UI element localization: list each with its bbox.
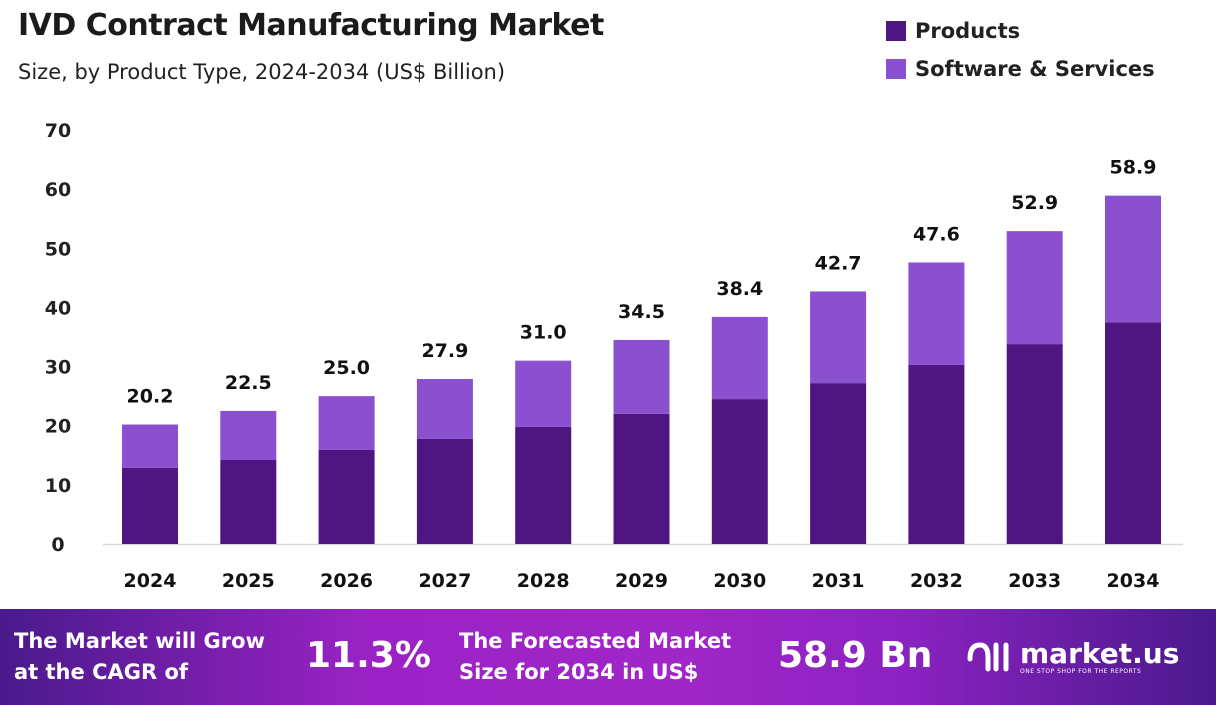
x-tick-label: 2029 — [615, 570, 668, 592]
cagr-label-line2: at the CAGR of — [14, 660, 189, 684]
x-tick-label: 2024 — [124, 570, 177, 592]
cagr-value: 11.3% — [306, 635, 431, 676]
x-tick-label: 2030 — [713, 570, 766, 592]
bar-products-2029 — [613, 413, 670, 544]
data-label-total: 58.9 — [1110, 157, 1157, 179]
bar-software-services-2029 — [613, 339, 670, 414]
logo-tagline: ONE STOP SHOP FOR THE REPORTS — [1020, 667, 1142, 675]
y-tick-label: 30 — [45, 357, 71, 379]
forecast-value: 58.9 Bn — [778, 635, 933, 676]
market-us-logo-icon — [967, 642, 1009, 672]
legend-item-products: Products — [886, 12, 1155, 50]
forecast-label: The Forecasted Market Size for 2034 in U… — [459, 626, 731, 688]
x-tick-label: 2025 — [222, 570, 275, 592]
market-us-logo: market.us ONE STOP SHOP FOR THE REPORTS — [966, 637, 1179, 677]
bar-software-services-2025 — [220, 410, 277, 461]
bar-software-services-2030 — [711, 316, 768, 400]
x-tick-label: 2034 — [1107, 570, 1160, 592]
forecast-label-line1: The Forecasted Market — [459, 629, 732, 653]
bar-software-services-2031 — [810, 291, 867, 384]
cagr-label-line1: The Market will Grow — [14, 629, 265, 653]
legend-item-software: Software & Services — [886, 50, 1155, 88]
legend-label: Software & Services — [915, 57, 1155, 81]
data-label-total: 38.4 — [716, 278, 763, 300]
bar-products-2031 — [810, 383, 867, 544]
data-label-total: 27.9 — [421, 340, 468, 362]
forecast-label-line2: Size for 2034 in US$ — [459, 660, 699, 684]
bar-software-services-2024 — [122, 424, 178, 468]
bar-products-2026 — [318, 449, 375, 544]
x-tick-label: 2028 — [517, 570, 570, 592]
cagr-label: The Market will Grow at the CAGR of — [14, 626, 265, 688]
bar-products-2028 — [515, 426, 572, 544]
bar-products-2032 — [908, 364, 965, 544]
y-tick-label: 60 — [45, 179, 71, 201]
y-tick-label: 0 — [51, 534, 64, 556]
y-tick-label: 70 — [45, 120, 71, 142]
bar-products-2033 — [1006, 344, 1063, 544]
x-tick-label: 2033 — [1008, 570, 1061, 592]
chart-title: IVD Contract Manufacturing Market — [18, 8, 604, 43]
legend: Products Software & Services — [886, 12, 1155, 88]
data-label-total: 47.6 — [913, 223, 960, 245]
bar-products-2034 — [1105, 322, 1161, 544]
data-label-total: 25.0 — [323, 357, 370, 379]
x-tick-label: 2026 — [320, 570, 373, 592]
data-label-total: 52.9 — [1011, 192, 1058, 214]
bar-software-services-2032 — [908, 262, 965, 365]
bar-software-services-2028 — [515, 360, 572, 427]
logo-name: market.us — [1020, 636, 1180, 670]
legend-swatch-products — [886, 21, 906, 41]
data-label-total: 22.5 — [225, 372, 272, 394]
bar-products-2024 — [122, 467, 178, 544]
bar-products-2025 — [220, 460, 277, 544]
chart-subtitle: Size, by Product Type, 2024-2034 (US$ Bi… — [18, 60, 506, 84]
y-tick-label: 20 — [45, 416, 71, 438]
y-tick-label: 50 — [45, 238, 71, 260]
data-label-total: 31.0 — [520, 322, 567, 344]
footer-banner: The Market will Grow at the CAGR of 11.3… — [0, 609, 1216, 705]
bar-software-services-2026 — [318, 396, 375, 450]
bar-software-services-2033 — [1006, 231, 1063, 345]
y-tick-label: 40 — [45, 297, 71, 319]
data-label-total: 34.5 — [618, 301, 665, 323]
bar-products-2030 — [711, 399, 768, 544]
data-label-total: 20.2 — [127, 386, 174, 408]
x-tick-label: 2031 — [812, 570, 865, 592]
bar-products-2027 — [416, 438, 473, 544]
legend-label: Products — [915, 19, 1021, 43]
data-label-total: 42.7 — [815, 252, 862, 274]
y-tick-label: 10 — [45, 475, 71, 497]
x-tick-label: 2027 — [418, 570, 471, 592]
x-tick-label: 2032 — [910, 570, 963, 592]
legend-swatch-software — [886, 59, 906, 79]
bar-software-services-2027 — [416, 378, 473, 439]
bar-software-services-2034 — [1105, 195, 1161, 323]
